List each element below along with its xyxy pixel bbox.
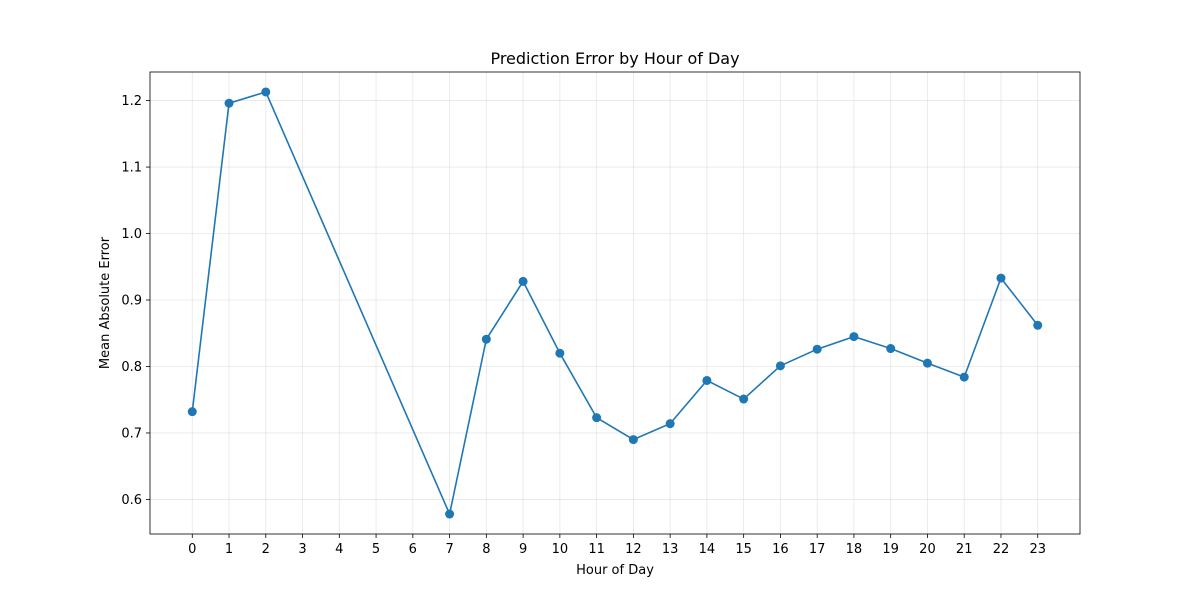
data-point xyxy=(187,407,197,417)
y-tick-label: 1.1 xyxy=(121,161,142,176)
x-tick-label: 23 xyxy=(1029,542,1046,557)
series-line xyxy=(191,90,1039,517)
chart-title: Prediction Error by Hour of Day xyxy=(490,49,739,68)
data-point xyxy=(481,334,491,344)
y-axis-label: Mean Absolute Error xyxy=(98,236,113,369)
x-tick-label: 18 xyxy=(846,542,863,557)
data-point xyxy=(518,276,528,286)
y-tick-label: 0.7 xyxy=(121,426,142,441)
data-point xyxy=(592,413,602,423)
x-tick-label: 20 xyxy=(919,542,936,557)
y-tick-label: 0.6 xyxy=(121,493,142,508)
x-tick-label: 22 xyxy=(993,542,1010,557)
data-point xyxy=(445,509,455,519)
data-point xyxy=(702,375,712,385)
grid xyxy=(150,72,1080,534)
data-points xyxy=(187,87,1043,519)
data-point xyxy=(886,344,896,354)
x-tick-label: 16 xyxy=(772,542,789,557)
data-point xyxy=(849,332,859,342)
x-tick-label: 7 xyxy=(445,542,453,557)
data-point xyxy=(224,98,234,108)
data-point xyxy=(555,348,565,358)
x-tick-label: 21 xyxy=(956,542,973,557)
data-point xyxy=(775,361,785,371)
x-tick-label: 5 xyxy=(372,542,380,557)
data-point xyxy=(996,273,1006,283)
data-point xyxy=(959,372,969,382)
data-point xyxy=(1033,320,1043,330)
x-tick-label: 10 xyxy=(552,542,569,557)
y-tick-label: 1.0 xyxy=(121,227,142,242)
x-tick-label: 9 xyxy=(519,542,527,557)
x-tick-label: 12 xyxy=(625,542,642,557)
x-tick-label: 8 xyxy=(482,542,490,557)
x-tick-label: 0 xyxy=(188,542,196,557)
data-point xyxy=(665,419,675,429)
x-tick-label: 1 xyxy=(225,542,233,557)
data-point xyxy=(261,87,271,97)
data-point xyxy=(922,358,932,368)
x-tick-label: 15 xyxy=(735,542,752,557)
data-point xyxy=(812,344,822,354)
plot-frame xyxy=(149,71,1081,535)
x-axis-ticks: 0 1 2 3 4 5 6 7 8 9 10 11 12 13 14 15 16 17 18 19 20 21 22 23 xyxy=(188,534,1046,557)
x-tick-label: 4 xyxy=(335,542,343,557)
x-axis-label: Hour of Day xyxy=(576,563,654,578)
x-tick-label: 11 xyxy=(588,542,605,557)
x-tick-label: 19 xyxy=(882,542,899,557)
x-tick-label: 3 xyxy=(298,542,306,557)
x-tick-label: 17 xyxy=(809,542,826,557)
x-tick-label: 2 xyxy=(262,542,270,557)
data-point xyxy=(739,394,749,404)
x-tick-label: 6 xyxy=(409,542,417,557)
data-point xyxy=(628,435,638,445)
y-tick-label: 1.2 xyxy=(121,94,142,109)
y-axis-ticks: 0.6 0.7 0.8 0.9 1.0 1.1 1.2 xyxy=(121,94,150,508)
y-tick-label: 0.9 xyxy=(121,294,142,309)
x-tick-label: 14 xyxy=(699,542,716,557)
y-tick-label: 0.8 xyxy=(121,360,142,375)
x-tick-label: 13 xyxy=(662,542,679,557)
